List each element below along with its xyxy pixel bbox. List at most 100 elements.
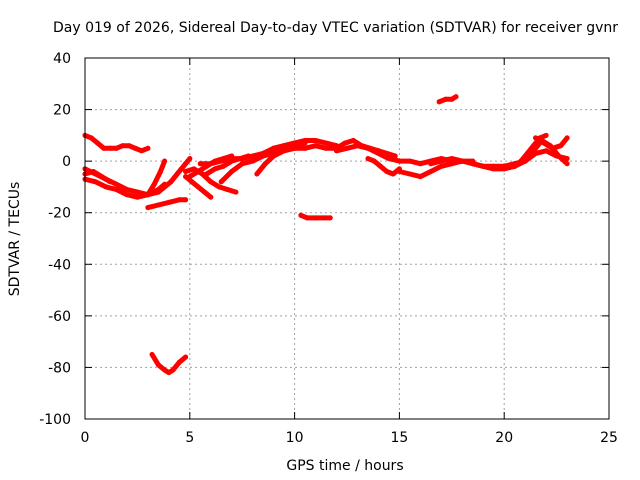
series-arc-6: [145, 197, 189, 211]
data-point: [218, 179, 224, 185]
data-point: [149, 352, 155, 357]
data-point: [428, 169, 434, 174]
data-point: [178, 166, 184, 172]
data-point: [195, 184, 201, 190]
data-point: [302, 145, 308, 151]
series-arc-14: [254, 143, 339, 177]
series-arc-7: [149, 352, 189, 376]
data-point: [239, 156, 245, 162]
y-axis: -100 -80 -60 -40 -20 0 20 40: [39, 51, 609, 428]
data-point: [350, 138, 356, 143]
data-point: [99, 174, 105, 180]
data-point: [323, 145, 329, 151]
data-point: [101, 145, 107, 151]
data-point: [313, 215, 319, 221]
data-point: [183, 174, 189, 180]
data-point: [126, 143, 132, 149]
data-point: [93, 179, 98, 185]
data-point: [174, 171, 180, 177]
data-point: [113, 181, 119, 187]
data-point: [334, 148, 339, 154]
data-point: [233, 189, 239, 195]
data-point: [158, 169, 163, 174]
data-point: [139, 148, 145, 154]
data-point: [145, 145, 151, 151]
data-point: [323, 140, 329, 146]
x-tick-label: 5: [185, 430, 194, 446]
series-arc-5: [145, 158, 168, 198]
data-point: [327, 215, 333, 221]
data-point: [95, 140, 101, 146]
data-point: [220, 163, 226, 169]
data-point: [355, 143, 360, 149]
data-point: [124, 187, 130, 192]
data-point: [453, 94, 459, 100]
data-point: [229, 156, 235, 162]
data-point: [204, 171, 210, 177]
data-point: [378, 163, 383, 169]
data-point: [417, 174, 423, 180]
data-point: [271, 153, 277, 159]
data-point: [191, 166, 197, 172]
data-point: [132, 145, 138, 151]
x-axis-label: GPS time / hours: [286, 458, 403, 474]
y-tick-label: 0: [62, 154, 71, 170]
data-point: [225, 187, 230, 192]
data-series: [82, 94, 570, 376]
data-point: [155, 189, 161, 195]
data-point: [531, 148, 536, 154]
data-point: [239, 161, 245, 167]
data-point: [541, 140, 547, 146]
data-point: [170, 367, 176, 373]
data-point: [407, 158, 413, 164]
x-tick-label: 15: [390, 430, 408, 446]
data-point: [260, 150, 266, 156]
data-point: [564, 135, 570, 141]
data-point: [543, 132, 549, 138]
data-point: [197, 161, 203, 167]
data-point: [449, 161, 455, 167]
data-point: [449, 96, 455, 102]
x-tick-label: 0: [81, 430, 90, 446]
data-point: [443, 96, 448, 102]
series-line: [145, 158, 168, 198]
data-point: [384, 169, 390, 174]
data-point: [313, 143, 319, 149]
data-point: [501, 166, 507, 172]
data-point: [183, 354, 189, 360]
data-point: [145, 205, 151, 211]
data-point: [438, 158, 444, 164]
data-point: [145, 192, 151, 198]
data-point: [386, 156, 392, 162]
series-arc-9: [183, 166, 239, 195]
data-point: [218, 158, 224, 164]
data-point: [107, 179, 113, 185]
series-arc-23: [436, 94, 459, 105]
data-point: [155, 362, 161, 368]
data-point: [342, 140, 348, 146]
data-point: [390, 171, 396, 177]
data-point: [103, 184, 109, 190]
data-point: [212, 166, 218, 172]
chart-title: Day 019 of 2026, Sidereal Day-to-day VTE…: [53, 20, 618, 36]
data-point: [518, 158, 524, 164]
data-point: [195, 169, 201, 174]
data-point: [449, 156, 455, 162]
data-point: [365, 156, 371, 162]
series-arc-8: [183, 174, 214, 200]
data-point: [417, 161, 423, 167]
data-point: [162, 184, 168, 190]
data-point: [208, 161, 214, 167]
data-point: [533, 135, 539, 141]
data-point: [407, 171, 413, 177]
data-point: [344, 145, 350, 151]
data-point: [281, 143, 287, 149]
data-point: [208, 194, 214, 200]
data-point: [166, 370, 172, 376]
data-point: [155, 202, 161, 208]
series-arc-27: [533, 135, 570, 151]
data-point: [162, 158, 168, 164]
data-point: [375, 150, 381, 156]
data-point: [298, 212, 304, 218]
